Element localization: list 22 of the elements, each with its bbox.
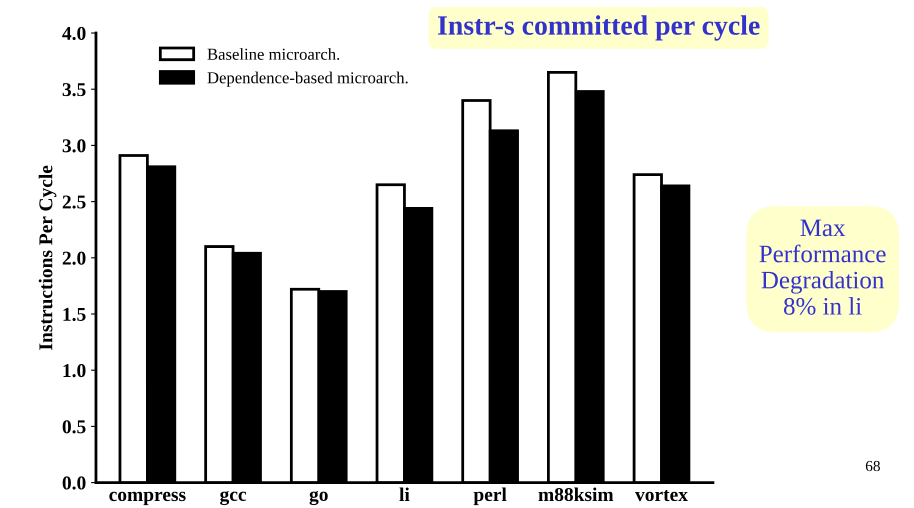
x-tick-label: compress [109,492,186,506]
y-tick-label: 4.0 [62,26,86,40]
y-tick-label: 0.5 [62,420,86,434]
chart-title: Instr-s committed per cycle [438,15,760,41]
y-axis-title: Instructions Per Cycle [38,166,56,350]
x-tick-label: perl [474,487,507,506]
y-tick-label: 2.5 [62,195,86,209]
x-tick-label: vortex [635,490,688,502]
y-tick-label: 3.0 [62,139,86,152]
y-tick-label: 0.0 [62,476,86,490]
x-tick-label: go [310,490,328,506]
y-tick-label: 1.5 [64,308,86,322]
y-tick-label: 3.5 [62,83,86,96]
text: 68 [866,460,880,472]
y-tick-label: 1.0 [64,364,86,378]
text: Max Performance Degradation 8% in li [759,220,886,315]
legend-label: Dependence-based microarch. [207,72,408,87]
x-tick-label: m88ksim [538,487,614,502]
x-tick-label: gcc [220,490,246,506]
legend-label: Baseline microarch. [207,48,340,60]
y-tick-label: 2.0 [62,252,86,265]
x-tick-label: li [399,487,410,501]
